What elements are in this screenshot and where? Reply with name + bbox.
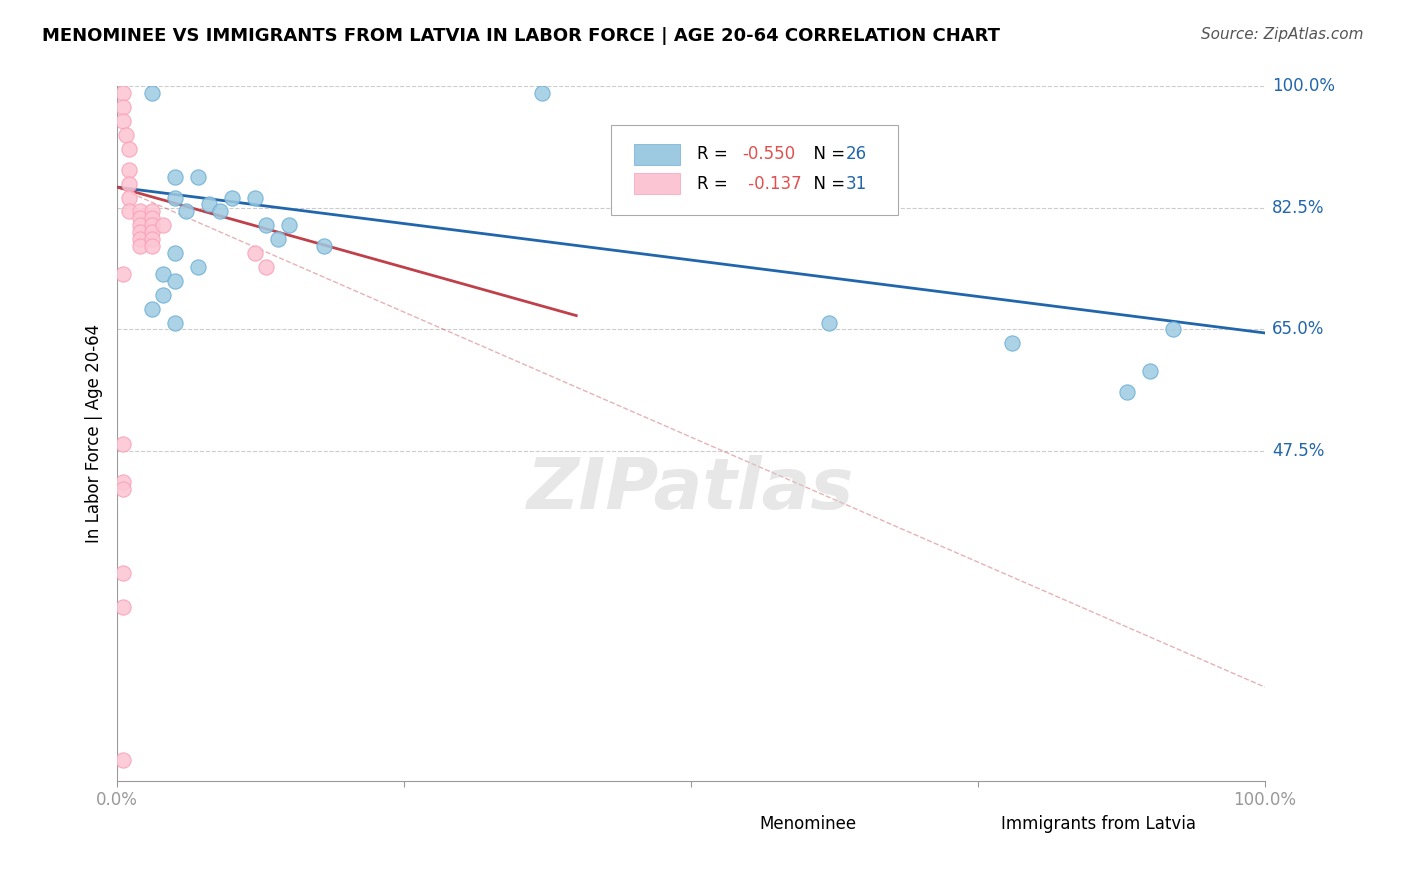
Point xyxy=(243,190,266,204)
Point xyxy=(129,225,152,239)
Point xyxy=(111,566,134,580)
Point xyxy=(221,190,243,204)
Point xyxy=(163,190,186,204)
Point xyxy=(817,316,839,330)
Point xyxy=(163,316,186,330)
Point xyxy=(141,225,163,239)
Point xyxy=(118,162,141,177)
Point xyxy=(118,142,141,156)
Point xyxy=(186,169,208,184)
Text: MENOMINEE VS IMMIGRANTS FROM LATVIA IN LABOR FORCE | AGE 20-64 CORRELATION CHART: MENOMINEE VS IMMIGRANTS FROM LATVIA IN L… xyxy=(42,27,1000,45)
Point xyxy=(129,204,152,219)
Text: Menominee: Menominee xyxy=(759,815,858,833)
FancyBboxPatch shape xyxy=(610,125,897,215)
Text: R =: R = xyxy=(697,145,733,163)
Text: N =: N = xyxy=(803,145,851,163)
Point xyxy=(118,204,141,219)
Text: -0.137: -0.137 xyxy=(742,175,801,193)
Point xyxy=(118,177,141,191)
Point xyxy=(152,267,174,281)
Point xyxy=(312,239,335,253)
Point xyxy=(243,246,266,260)
Point xyxy=(254,219,277,233)
Point xyxy=(163,169,186,184)
Text: N =: N = xyxy=(803,175,851,193)
Point xyxy=(111,100,134,114)
Point xyxy=(530,87,553,101)
Point xyxy=(129,211,152,226)
Point xyxy=(152,219,174,233)
Point xyxy=(209,204,232,219)
Point xyxy=(111,87,134,101)
Point xyxy=(129,219,152,233)
Text: Immigrants from Latvia: Immigrants from Latvia xyxy=(1001,815,1197,833)
Point xyxy=(1001,336,1024,351)
FancyBboxPatch shape xyxy=(955,815,990,833)
Point xyxy=(141,232,163,246)
Text: 65.0%: 65.0% xyxy=(1272,320,1324,338)
Text: 47.5%: 47.5% xyxy=(1272,442,1324,460)
Point xyxy=(141,87,163,101)
Point xyxy=(115,128,138,142)
Text: -0.550: -0.550 xyxy=(742,145,796,163)
Text: 100.0%: 100.0% xyxy=(1272,78,1334,95)
Point xyxy=(141,301,163,316)
Point xyxy=(254,260,277,274)
Point xyxy=(141,239,163,253)
Point xyxy=(174,204,197,219)
Point xyxy=(111,267,134,281)
Point xyxy=(111,114,134,128)
Point xyxy=(129,239,152,253)
Point xyxy=(129,232,152,246)
Point xyxy=(111,482,134,496)
Point xyxy=(118,190,141,204)
Point xyxy=(278,219,301,233)
Point xyxy=(141,204,163,219)
Point xyxy=(198,197,221,211)
Point xyxy=(141,211,163,226)
Text: 31: 31 xyxy=(846,175,868,193)
Point xyxy=(111,600,134,615)
Point xyxy=(111,475,134,490)
FancyBboxPatch shape xyxy=(634,173,679,194)
Point xyxy=(141,219,163,233)
Point xyxy=(163,246,186,260)
FancyBboxPatch shape xyxy=(634,145,679,165)
Y-axis label: In Labor Force | Age 20-64: In Labor Force | Age 20-64 xyxy=(86,324,103,543)
FancyBboxPatch shape xyxy=(714,815,748,833)
Point xyxy=(1116,384,1139,399)
Text: Source: ZipAtlas.com: Source: ZipAtlas.com xyxy=(1201,27,1364,42)
Point xyxy=(1139,364,1161,378)
Text: R =: R = xyxy=(697,175,733,193)
Point xyxy=(186,260,208,274)
Point xyxy=(152,287,174,301)
Point xyxy=(163,274,186,288)
Text: 82.5%: 82.5% xyxy=(1272,199,1324,217)
Point xyxy=(1161,322,1184,336)
Text: 26: 26 xyxy=(846,145,868,163)
Point xyxy=(111,753,134,767)
Text: ZIPatlas: ZIPatlas xyxy=(527,455,855,524)
Point xyxy=(267,232,290,246)
Point xyxy=(111,437,134,451)
